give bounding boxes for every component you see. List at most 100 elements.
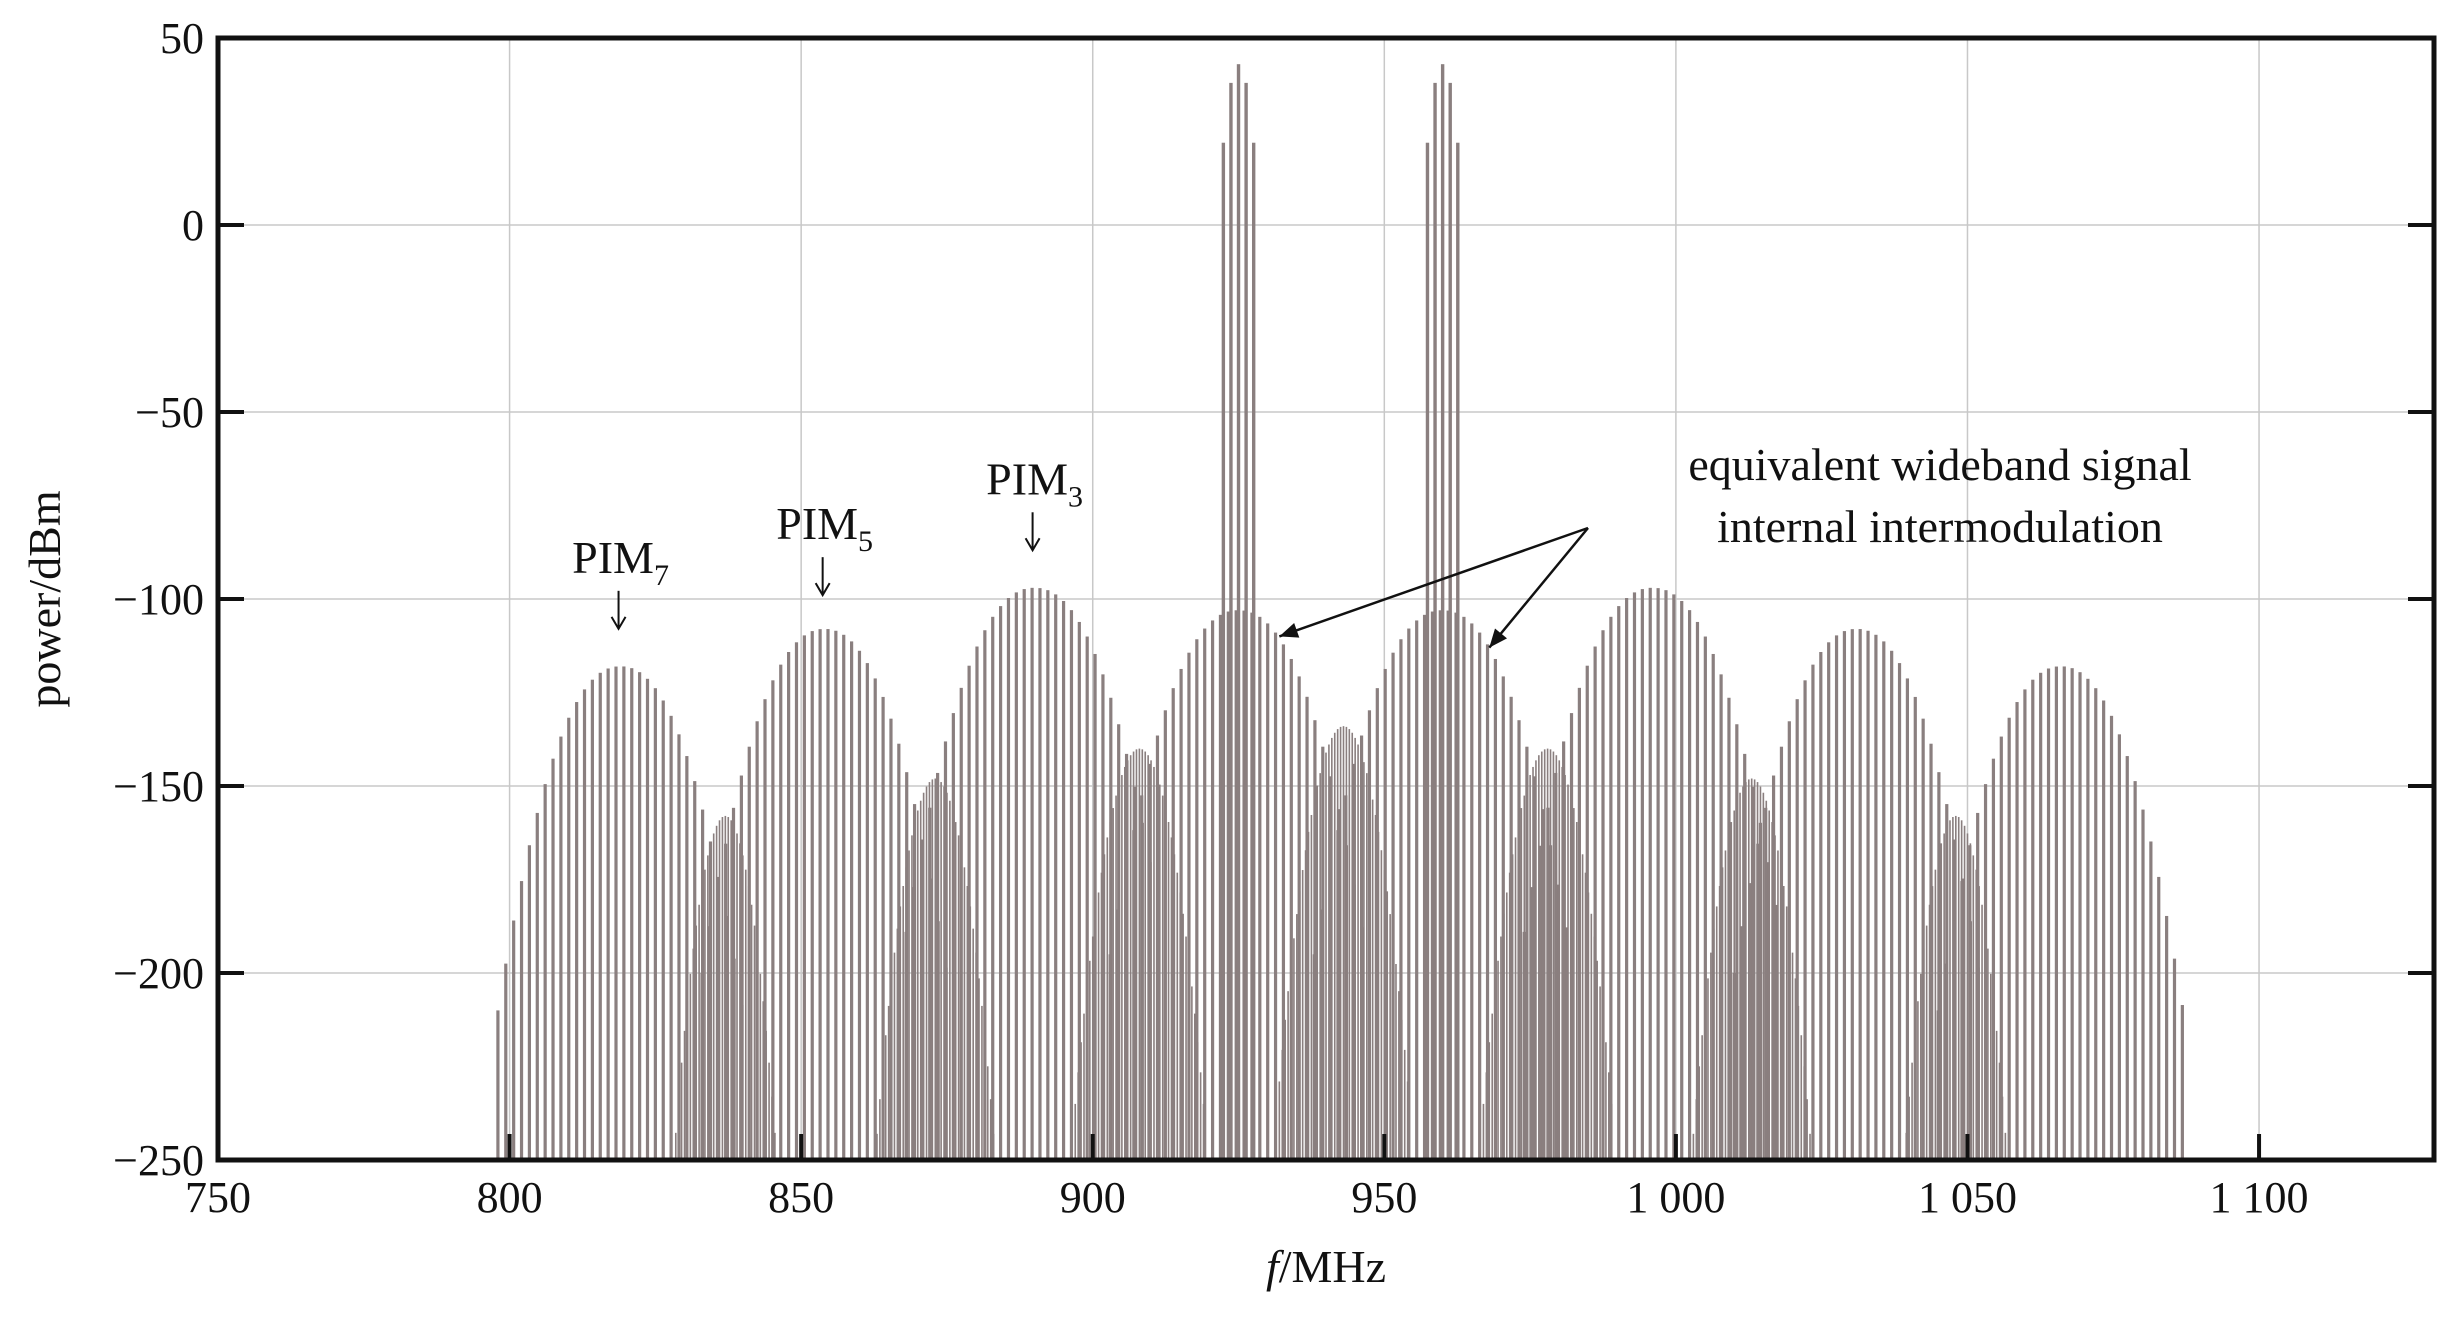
pim-bar — [1727, 697, 1731, 1160]
imd-fine-bar — [1730, 822, 1733, 1160]
pim-bar — [2007, 717, 2011, 1160]
pim-bar — [920, 845, 924, 1160]
pim3-label: PIM3 — [986, 453, 1083, 513]
pim-bar — [1336, 830, 1340, 1160]
imd-fine-bar — [1605, 1042, 1607, 1160]
pim-bar — [1850, 629, 1854, 1160]
imd-fine-bar — [902, 885, 905, 1160]
pim-bar — [1533, 776, 1537, 1160]
pim-bar — [1866, 630, 1870, 1160]
imd-fine-bar — [698, 904, 700, 1160]
x-axis-label: f/MHz — [1266, 1241, 1386, 1292]
pim-bar — [614, 666, 618, 1160]
pim-bar — [1687, 610, 1692, 1160]
pim-bar — [1085, 636, 1089, 1160]
pim-bar — [2141, 809, 2145, 1160]
pim-bar — [826, 629, 830, 1160]
pim-bar — [2149, 841, 2153, 1160]
pim-bar — [912, 887, 916, 1160]
pim-bar — [1171, 688, 1175, 1160]
imd-fine-bar — [1386, 891, 1389, 1160]
y-tick-label: −100 — [113, 575, 204, 624]
y-tick-label: −200 — [113, 949, 204, 998]
imd-fine-bar — [884, 1035, 887, 1160]
imd-fine-bar — [1293, 938, 1295, 1160]
pim-arrow-head — [814, 582, 831, 598]
pim-bar — [1163, 710, 1167, 1160]
imd-fine-bar — [1319, 773, 1321, 1160]
pim-bar — [1960, 881, 1964, 1160]
spectrum-bars — [496, 64, 2184, 1161]
imd-fine-bar — [774, 1132, 776, 1160]
pim-bar — [1530, 887, 1534, 1160]
pim-bar — [1147, 763, 1152, 1160]
pim-bar — [1944, 963, 1948, 1160]
pim-bar — [669, 715, 673, 1160]
imd-fine-bar — [1161, 795, 1164, 1160]
pim-bar — [1929, 743, 1933, 1160]
imd-fine-bar — [966, 885, 969, 1160]
pim-bar — [1952, 920, 1956, 1160]
imd-fine-bar — [893, 952, 896, 1160]
pim-bar — [1359, 735, 1364, 1160]
imd-fine-bar — [1925, 925, 1928, 1160]
imd-fine-bar — [1998, 1062, 2001, 1160]
imd-fine-bar — [1158, 784, 1161, 1160]
imd-fine-bar — [1782, 885, 1785, 1160]
pim-bar — [1771, 775, 1776, 1160]
pim-bar — [2157, 876, 2161, 1160]
pim-bar — [1297, 676, 1301, 1160]
pim-bar — [1422, 614, 1427, 1160]
pim-bar — [2039, 672, 2043, 1160]
pim-bar — [1328, 868, 1332, 1160]
wideband-arrow-head — [1279, 622, 1300, 638]
pim-bar — [1921, 718, 1925, 1160]
imd-fine-bar — [1800, 1035, 1803, 1160]
grid — [218, 38, 2434, 1160]
imd-fine-bar — [940, 782, 942, 1160]
pim-bar — [2180, 1005, 2184, 1160]
pim-bar — [1968, 845, 1972, 1160]
pim-bar — [842, 634, 846, 1160]
pim-bar — [1766, 862, 1770, 1160]
pim-bar — [873, 678, 877, 1160]
pim-bar — [2078, 672, 2082, 1160]
pim-bar — [1046, 590, 1050, 1160]
pim-bar — [787, 652, 791, 1160]
imd-fine-bar — [1363, 762, 1365, 1160]
imd-fine-bar — [879, 1099, 881, 1160]
pim-bar — [1030, 587, 1034, 1160]
imd-fine-bar — [1809, 1133, 1811, 1160]
pim-bar — [606, 668, 610, 1160]
imd-fine-bar — [986, 1066, 989, 1160]
imd-fine-bar — [1112, 808, 1114, 1160]
pim-bar — [1743, 753, 1747, 1160]
imd-fine-bar — [1083, 1013, 1085, 1160]
imd-fine-bar — [1185, 936, 1187, 1160]
pim-bar — [1538, 845, 1542, 1160]
imd-fine-bar — [1596, 960, 1598, 1160]
pim-bar — [1069, 610, 1074, 1160]
imd-fine-bar — [721, 817, 724, 1160]
imd-fine-bar — [1698, 1066, 1701, 1160]
pim-bar — [1842, 631, 1847, 1160]
imd-fine-bar — [978, 978, 980, 1160]
pim-bar — [582, 689, 587, 1160]
imd-fine-bar — [753, 925, 756, 1160]
imd-fine-bar — [680, 1062, 683, 1160]
pim-bar — [2172, 958, 2177, 1160]
imd-fine-bar — [1497, 960, 1499, 1160]
imd-fine-bar — [1129, 755, 1132, 1160]
carrier-bar — [1244, 82, 1248, 1160]
pim-bar — [1367, 710, 1372, 1160]
x-tick-label: 750 — [185, 1173, 251, 1222]
x-tick-label: 900 — [1060, 1173, 1126, 1222]
pim-bar — [1656, 588, 1660, 1160]
annotation-arrows — [610, 512, 1589, 649]
pim-bar — [1999, 736, 2003, 1160]
carrier-bar — [1221, 142, 1226, 1161]
pim-bar — [1601, 630, 1605, 1160]
pim-bar — [2125, 756, 2129, 1160]
pim-arrow-head — [1024, 537, 1041, 553]
imd-fine-bar — [759, 973, 762, 1160]
